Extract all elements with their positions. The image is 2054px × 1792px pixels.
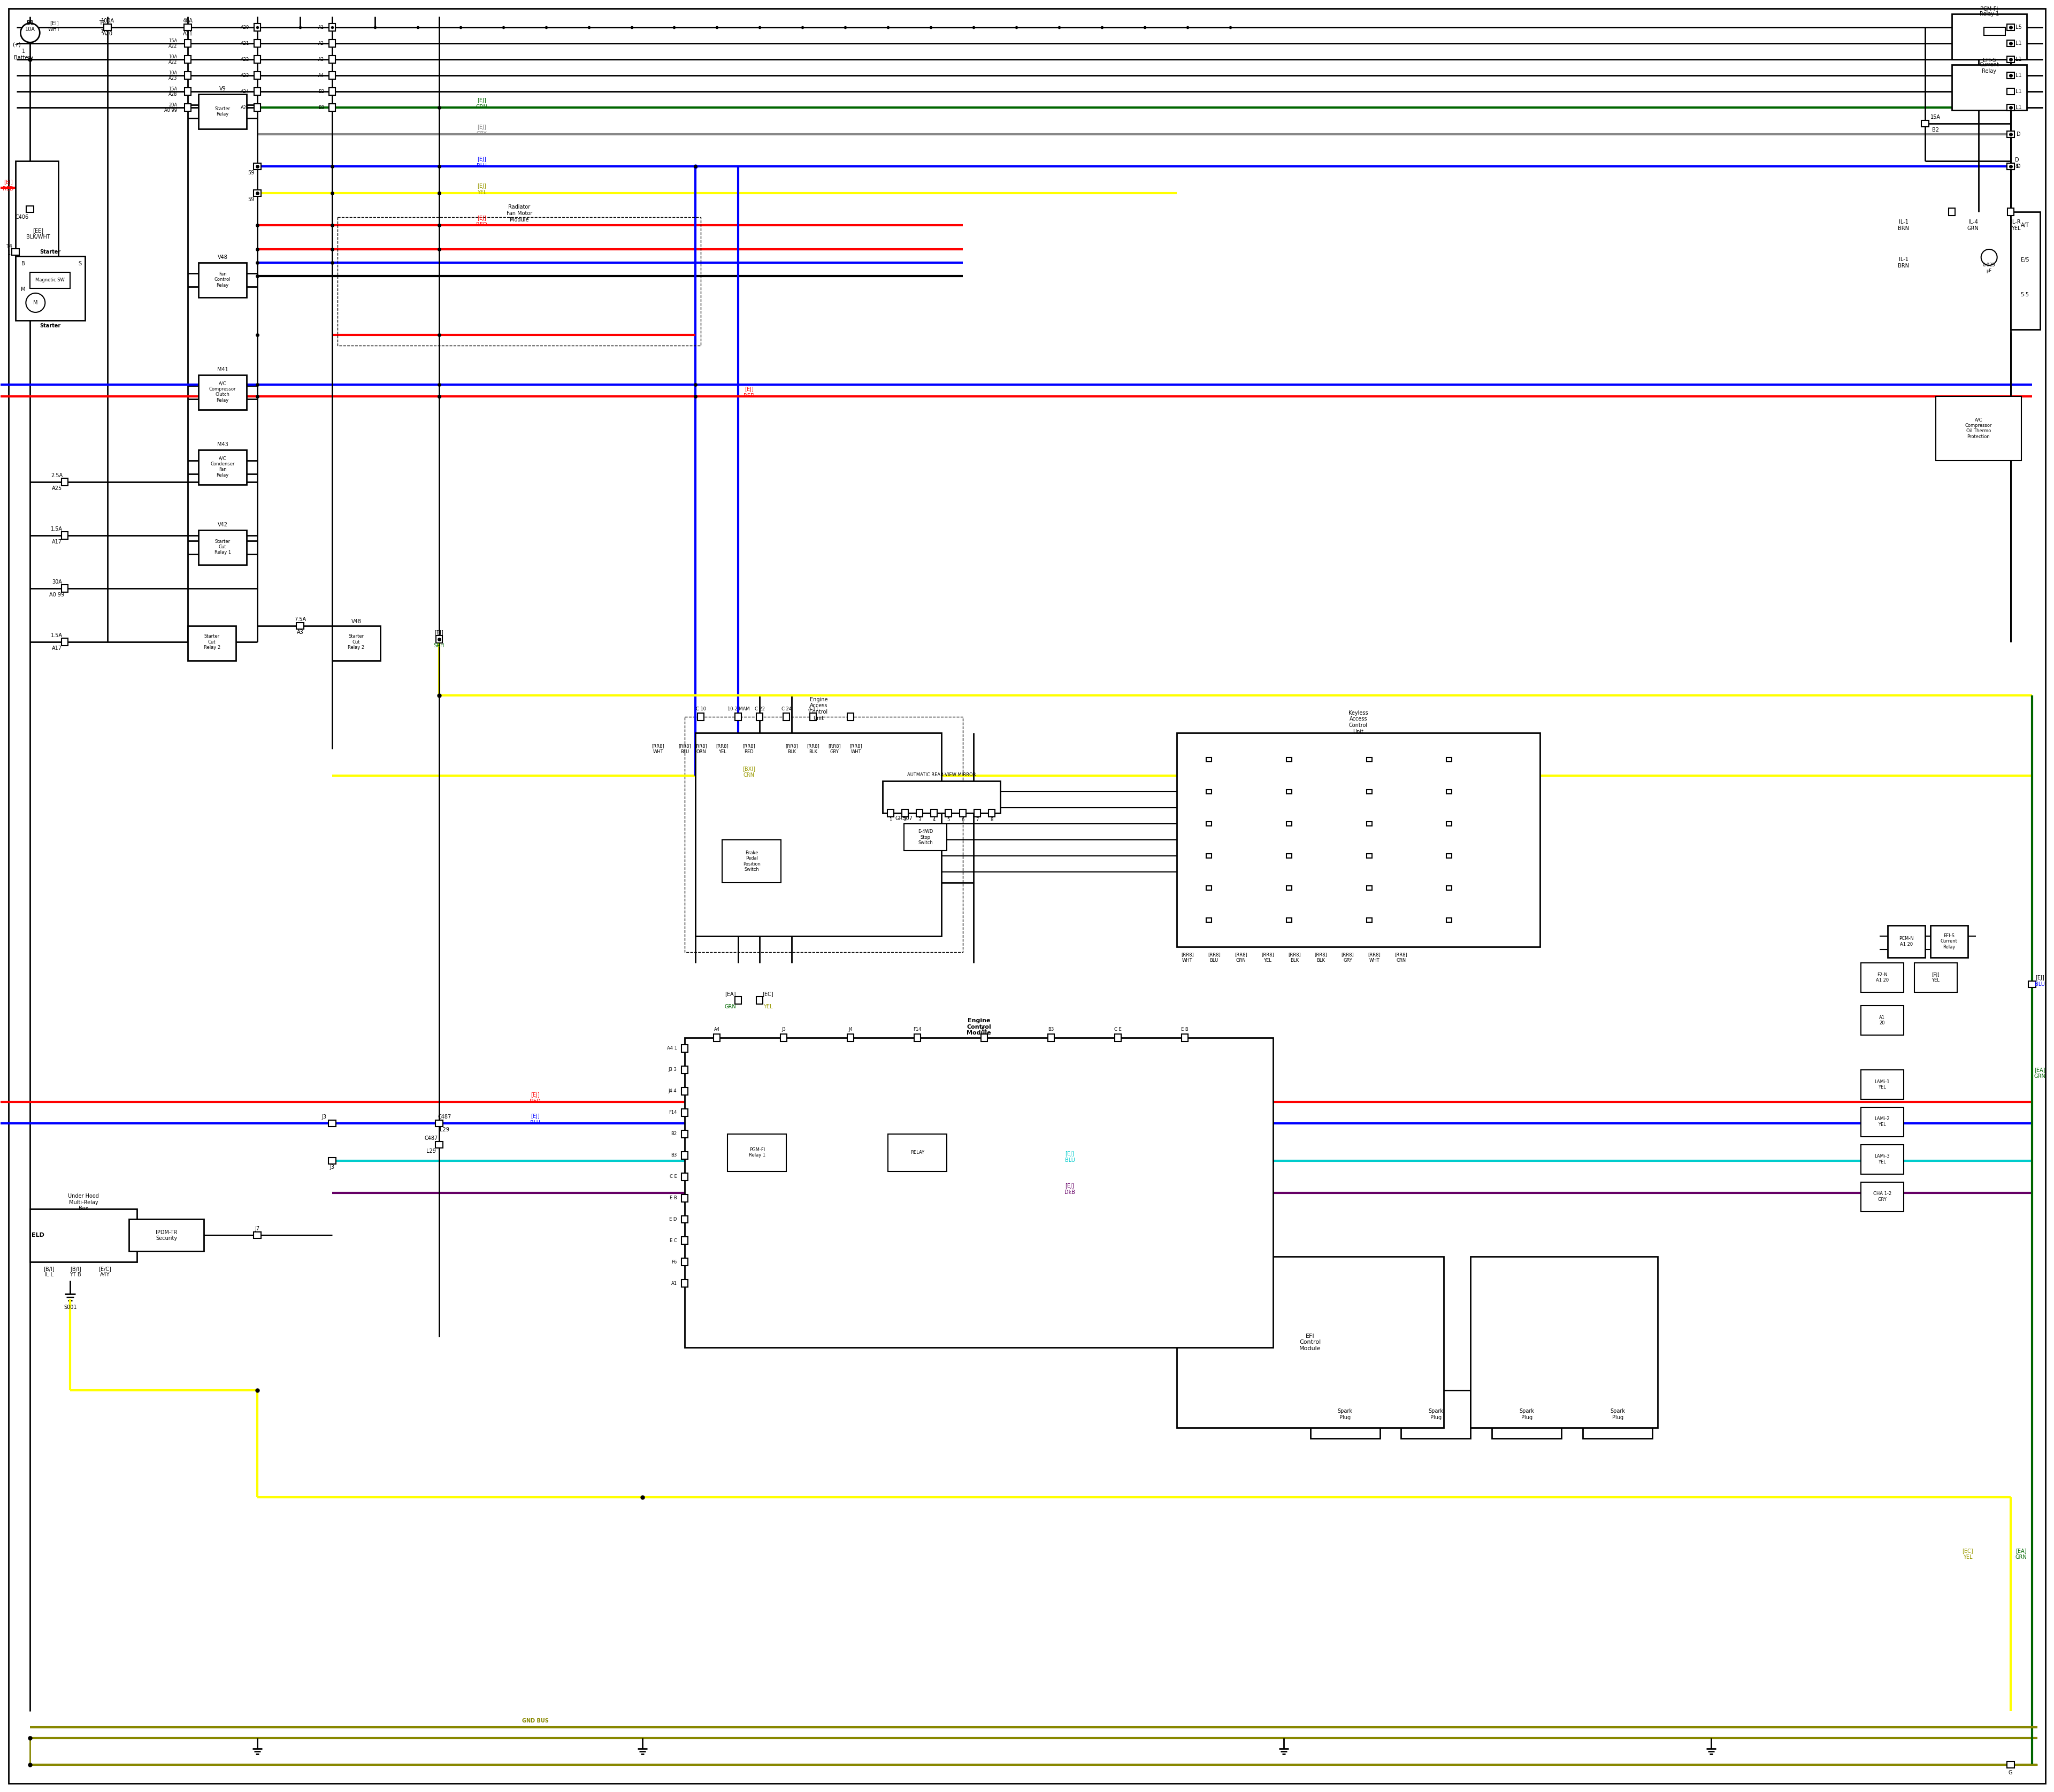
- Circle shape: [1982, 249, 1996, 265]
- Text: YEL: YEL: [477, 190, 487, 195]
- Bar: [2007, 163, 2015, 170]
- Bar: [1206, 758, 1212, 762]
- Bar: [887, 810, 893, 817]
- Text: 2.5A: 2.5A: [51, 473, 64, 478]
- Bar: [255, 104, 261, 111]
- Bar: [255, 23, 261, 30]
- Text: Brake
Pedal
Position
Switch: Brake Pedal Position Switch: [744, 851, 760, 873]
- Text: [RR8]
CRN: [RR8] CRN: [1395, 952, 1407, 962]
- Text: L1: L1: [2015, 41, 2021, 47]
- Bar: [682, 1088, 688, 1095]
- Bar: [982, 1034, 988, 1041]
- Bar: [185, 56, 191, 63]
- Text: [RR8]
BLU: [RR8] BLU: [678, 744, 692, 754]
- Bar: [1861, 1107, 1904, 1136]
- Bar: [1286, 823, 1292, 826]
- Text: 7.5A: 7.5A: [294, 616, 306, 622]
- Bar: [682, 1109, 688, 1116]
- Bar: [199, 375, 246, 410]
- Bar: [435, 1142, 444, 1147]
- Bar: [329, 56, 335, 63]
- Bar: [1206, 918, 1212, 923]
- Bar: [1446, 853, 1452, 858]
- Text: 3: 3: [918, 817, 920, 823]
- Text: 1.5A: 1.5A: [51, 633, 64, 638]
- Text: L1: L1: [2015, 73, 2021, 79]
- Text: B: B: [21, 262, 25, 267]
- Bar: [1491, 1391, 1561, 1439]
- Text: Spark
Plug: Spark Plug: [1337, 1409, 1352, 1421]
- Text: J3: J3: [331, 1165, 335, 1170]
- Text: T4: T4: [6, 244, 12, 249]
- Bar: [329, 104, 335, 111]
- Text: [EE]: [EE]: [33, 228, 43, 233]
- Text: L29: L29: [440, 1127, 450, 1133]
- Bar: [2007, 1762, 2015, 1767]
- Bar: [2007, 72, 2015, 79]
- Bar: [1206, 853, 1212, 858]
- Text: RED: RED: [2, 186, 14, 192]
- Text: E B: E B: [1181, 1027, 1189, 1032]
- Text: IL-4
GRN: IL-4 GRN: [1968, 219, 1978, 231]
- Bar: [887, 1134, 947, 1172]
- Text: B2: B2: [318, 90, 325, 93]
- Text: B2: B2: [982, 1027, 988, 1032]
- Bar: [682, 1258, 688, 1265]
- Text: M41: M41: [218, 367, 228, 373]
- Bar: [682, 1066, 688, 1073]
- Bar: [1861, 1145, 1904, 1174]
- Text: A3: A3: [318, 57, 325, 63]
- Bar: [255, 39, 261, 47]
- Text: [RR8]
WHT: [RR8] WHT: [1368, 952, 1380, 962]
- Bar: [1861, 1183, 1904, 1211]
- Text: [EJ]: [EJ]: [435, 631, 444, 636]
- Text: GRS07: GRS07: [896, 815, 912, 821]
- Bar: [715, 1034, 721, 1041]
- Text: [EA]: [EA]: [725, 991, 735, 996]
- Bar: [682, 1131, 688, 1138]
- Bar: [1401, 1391, 1471, 1439]
- Text: Battery: Battery: [14, 56, 33, 61]
- Bar: [199, 450, 246, 484]
- Text: C 24: C 24: [781, 706, 791, 711]
- Bar: [329, 88, 335, 95]
- Text: C E: C E: [670, 1174, 678, 1179]
- Text: [EJ]: [EJ]: [477, 99, 487, 104]
- Bar: [333, 625, 380, 661]
- Text: Current: Current: [1980, 63, 1999, 68]
- Bar: [255, 39, 261, 47]
- Text: [RR8]
BLK: [RR8] BLK: [1315, 952, 1327, 962]
- Text: B3: B3: [672, 1152, 678, 1158]
- Text: Spark
Plug: Spark Plug: [1428, 1409, 1444, 1421]
- Text: J4: J4: [848, 1027, 852, 1032]
- Bar: [435, 1120, 444, 1127]
- Text: L29: L29: [427, 1149, 435, 1154]
- Bar: [62, 638, 68, 645]
- Bar: [1446, 918, 1452, 923]
- Text: D: D: [2015, 158, 2019, 163]
- Text: [RR8]
GRY: [RR8] GRY: [1341, 952, 1354, 962]
- Text: [EJ]: [EJ]: [2036, 975, 2044, 980]
- Text: A1
20: A1 20: [1879, 1014, 1886, 1025]
- Text: SRH: SRH: [433, 643, 444, 649]
- Text: 2: 2: [904, 817, 906, 823]
- Text: A3: A3: [296, 629, 304, 634]
- Text: PCM-FI: PCM-FI: [1980, 7, 1999, 13]
- Bar: [329, 56, 335, 63]
- Text: A21: A21: [240, 41, 249, 47]
- Text: C E: C E: [1113, 1027, 1121, 1032]
- Bar: [1951, 14, 2027, 59]
- Text: Starter: Starter: [39, 249, 62, 254]
- Text: Fan
Control
Relay: Fan Control Relay: [214, 272, 230, 289]
- Text: [RR8]
WHT: [RR8] WHT: [1181, 952, 1193, 962]
- Text: E B: E B: [670, 1195, 678, 1201]
- Text: [EJ]: [EJ]: [1066, 1150, 1074, 1156]
- Text: V42: V42: [218, 521, 228, 527]
- Bar: [1931, 925, 1968, 957]
- Bar: [1206, 790, 1212, 794]
- Text: V48: V48: [351, 620, 362, 624]
- Bar: [62, 478, 68, 486]
- Text: IPDM-TR
Security: IPDM-TR Security: [156, 1229, 177, 1242]
- Text: CRN: CRN: [744, 772, 754, 778]
- Text: E/5: E/5: [2021, 258, 2029, 263]
